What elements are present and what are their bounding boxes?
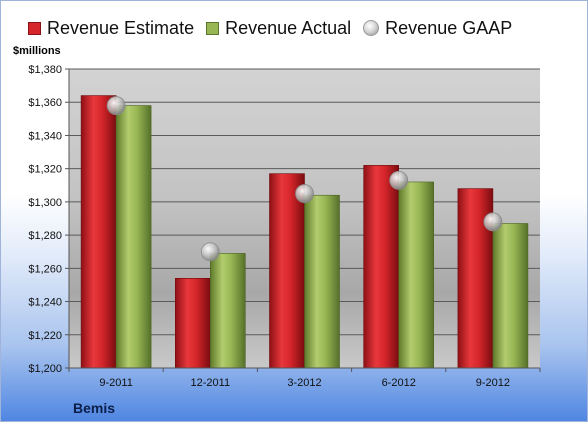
x-tick-label: 9-2011 <box>99 377 132 389</box>
legend-item-revenue-estimate: Revenue Estimate <box>28 18 194 39</box>
legend-item-revenue-gaap: Revenue GAAP <box>363 18 512 39</box>
y-tick-label: $1,360 <box>28 97 62 109</box>
bar-revenue-actual <box>492 223 529 369</box>
bar-revenue-estimate <box>269 173 305 369</box>
y-axis-ticks: $1,200 $1,220 $1,240 $1,260 $1,280 $1,300 $1,3… <box>28 64 69 375</box>
x-tick-label: 3-2012 <box>287 377 321 389</box>
bar-revenue-estimate <box>363 165 400 369</box>
legend-label-revenue-gaap: Revenue GAAP <box>385 17 513 38</box>
legend-swatch-revenue-actual <box>206 21 220 35</box>
bar-revenue-estimate <box>80 95 117 369</box>
x-tick-label: 12-2011 <box>191 377 231 389</box>
legend: Revenue Estimate Revenue Actual Revenue … <box>28 16 524 40</box>
y-tick-label: $1,380 <box>28 64 62 76</box>
x-tick-label: 6-2012 <box>382 377 416 389</box>
bar-revenue-actual <box>115 105 152 369</box>
legend-swatch-revenue-estimate <box>28 21 41 35</box>
y-tick-label: $1,220 <box>28 330 62 342</box>
legend-item-revenue-actual: Revenue Actual <box>206 18 351 39</box>
marker-revenue-gaap <box>106 96 126 115</box>
marker-revenue-gaap <box>389 170 409 190</box>
bar-revenue-actual <box>210 253 246 369</box>
y-tick-label: $1,280 <box>28 230 62 242</box>
gaap-markers <box>106 96 503 262</box>
y-axis-unit-label: $millions <box>13 45 61 57</box>
x-tick-label: 9-2012 <box>476 377 510 389</box>
y-tick-label: $1,260 <box>28 263 62 275</box>
x-axis-ticks: 9-2011 12-2011 3-2012 6-2012 9-2012 <box>68 368 541 389</box>
legend-marker-revenue-gaap <box>363 20 380 36</box>
bar-revenue-actual <box>304 194 340 369</box>
legend-label-revenue-actual: Revenue Actual <box>225 17 352 38</box>
marker-revenue-gaap <box>295 184 314 203</box>
company-name: Bemis <box>73 400 116 416</box>
marker-revenue-gaap <box>200 242 220 262</box>
legend-label-revenue-estimate: Revenue Estimate <box>47 17 195 38</box>
bar-revenue-estimate <box>175 277 211 369</box>
marker-revenue-gaap <box>483 212 503 232</box>
y-tick-label: $1,240 <box>28 297 62 309</box>
y-tick-label: $1,300 <box>28 197 62 209</box>
y-tick-label: $1,200 <box>28 363 62 375</box>
y-tick-label: $1,320 <box>28 164 62 176</box>
bar-revenue-actual <box>398 181 435 369</box>
y-tick-label: $1,340 <box>28 130 62 142</box>
